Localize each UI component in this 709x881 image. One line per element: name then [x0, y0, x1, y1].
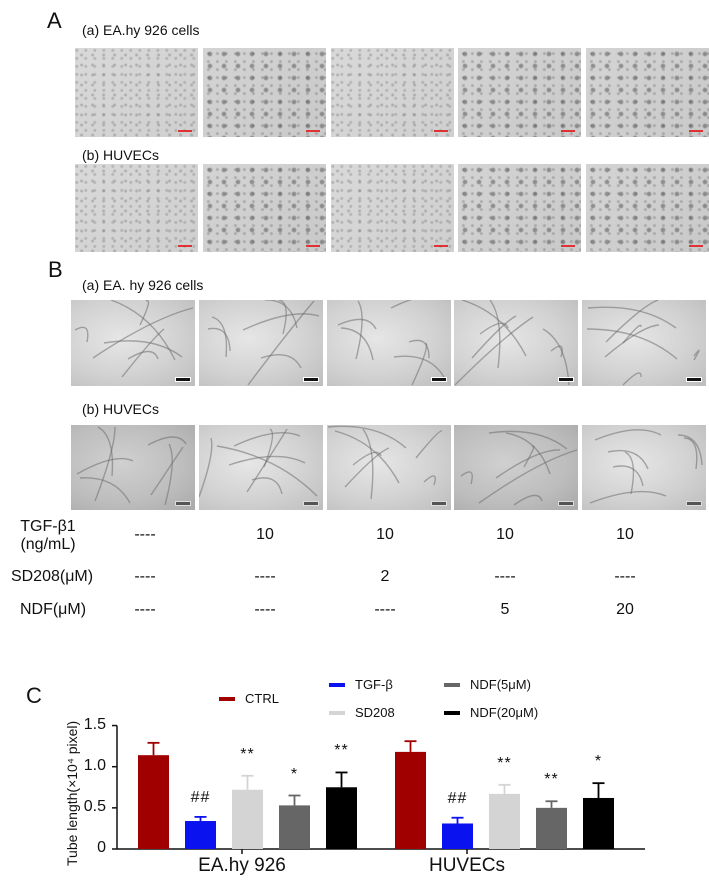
legend-swatch-ndf20	[444, 710, 460, 715]
cond-label-tgf-line1: TGF-β1	[20, 518, 76, 535]
micrograph-a2-5	[586, 164, 709, 252]
scale-bar	[306, 130, 320, 132]
scale-bar	[561, 130, 575, 132]
cond-value: 10	[496, 526, 514, 543]
cond-label-tgf-line2: (ng/mL)	[20, 536, 76, 553]
micrograph-a1-2	[203, 48, 326, 137]
legend-swatch-tgf	[329, 682, 345, 687]
legend-label-ctrl: CTRL	[245, 691, 279, 706]
scale-bar	[689, 130, 703, 132]
scale-bar	[561, 245, 575, 247]
cond-value: 20	[616, 601, 634, 618]
legend-item-sd208: SD208	[329, 705, 395, 720]
significance-marker: **	[544, 771, 559, 789]
scale-bar	[175, 501, 191, 506]
scale-bar	[558, 377, 574, 382]
scale-bar	[686, 501, 702, 506]
micrograph-a1-4	[458, 48, 581, 137]
cond-value: ----	[494, 568, 516, 585]
significance-marker: *	[594, 753, 603, 771]
scale-bar	[175, 377, 191, 382]
legend-item-ndf5: NDF(5μM)	[444, 677, 531, 692]
y-tick-label: 1.5	[83, 715, 106, 733]
cond-label-tgf: TGF-β1 (ng/mL)	[8, 518, 88, 554]
cond-value: ----	[614, 568, 636, 585]
micrograph-a2-3	[331, 164, 454, 252]
panel-a-letter: A	[47, 8, 62, 33]
legend-label-tgf: TGF-β	[355, 677, 393, 692]
scale-bar	[434, 130, 448, 132]
significance-marker: ##	[447, 789, 468, 807]
micrograph-b1-5	[582, 300, 706, 386]
cond-value: 2	[380, 568, 390, 585]
micrograph-a1-3	[331, 48, 454, 137]
micrograph-a2-1	[75, 164, 198, 252]
micrograph-b2-2	[199, 425, 323, 510]
panel-c-letter: C	[26, 683, 42, 708]
legend-item-ctrl: CTRL	[219, 691, 279, 706]
significance-marker: *	[290, 765, 299, 783]
scale-bar	[689, 245, 703, 247]
cond-label-ndf: NDF(μM)	[19, 601, 87, 618]
y-tick-label: 1.0	[83, 756, 106, 774]
x-category-label: HUVECs	[428, 855, 505, 876]
cond-value: ----	[134, 601, 156, 618]
micrograph-a2-4	[458, 164, 581, 252]
micrograph-a1-1	[75, 48, 198, 137]
micrograph-a2-2	[203, 164, 326, 252]
legend-item-ndf20: NDF(20μM)	[444, 705, 538, 720]
micrograph-b1-2	[199, 300, 323, 386]
panel-a-row1-label: (a) EA.hy 926 cells	[82, 22, 200, 38]
significance-marker: **	[240, 745, 255, 763]
micrograph-b2-4	[454, 425, 578, 510]
cond-value: ----	[254, 601, 276, 618]
cond-value: ----	[134, 526, 156, 543]
micrograph-b2-3	[327, 425, 451, 510]
cond-label-sd208: SD208(μM)	[10, 568, 94, 585]
legend-label-ndf20: NDF(20μM)	[470, 705, 539, 720]
x-category-label: EA.hy 926	[198, 855, 286, 876]
legend-swatch-ndf5	[444, 682, 460, 687]
micrograph-a1-5	[586, 48, 709, 137]
cond-value: ----	[374, 601, 396, 618]
significance-marker: **	[334, 742, 349, 760]
scale-bar	[434, 245, 448, 247]
panel-a-row2-label: (b) HUVECs	[82, 147, 160, 163]
scale-bar	[558, 501, 574, 506]
legend-swatch-ctrl	[219, 696, 235, 701]
scale-bar	[431, 501, 447, 506]
panel-b-letter: B	[48, 257, 63, 282]
cond-value: 5	[500, 601, 510, 618]
micrograph-b1-4	[454, 300, 578, 386]
y-tick-label: 0.5	[83, 797, 106, 815]
scale-bar	[431, 377, 447, 382]
scale-bar	[303, 377, 319, 382]
legend-item-tgf: TGF-β	[329, 677, 393, 692]
cond-value: ----	[134, 568, 156, 585]
cond-value: 10	[376, 526, 394, 543]
panel-b-row2-label: (b) HUVECs	[82, 401, 160, 417]
scale-bar	[178, 245, 192, 247]
scale-bar	[306, 245, 320, 247]
significance-marker: **	[497, 754, 512, 772]
panel-b-row1-label: (a) EA. hy 926 cells	[82, 277, 204, 293]
cond-value: ----	[254, 568, 276, 585]
significance-marker: ##	[190, 788, 211, 806]
legend-label-ndf5: NDF(5μM)	[470, 677, 531, 692]
scale-bar	[686, 377, 702, 382]
scale-bar	[303, 501, 319, 506]
micrograph-b1-3	[327, 300, 451, 386]
legend-swatch-sd208	[329, 710, 345, 715]
legend-label-sd208: SD208	[355, 705, 395, 720]
micrograph-b2-1	[71, 425, 195, 510]
micrograph-b2-5	[582, 425, 706, 510]
micrograph-b1-1	[71, 300, 195, 386]
y-tick-label: 0	[97, 839, 106, 856]
cond-value: 10	[616, 526, 634, 543]
scale-bar	[178, 130, 192, 132]
cond-value: 10	[256, 526, 274, 543]
